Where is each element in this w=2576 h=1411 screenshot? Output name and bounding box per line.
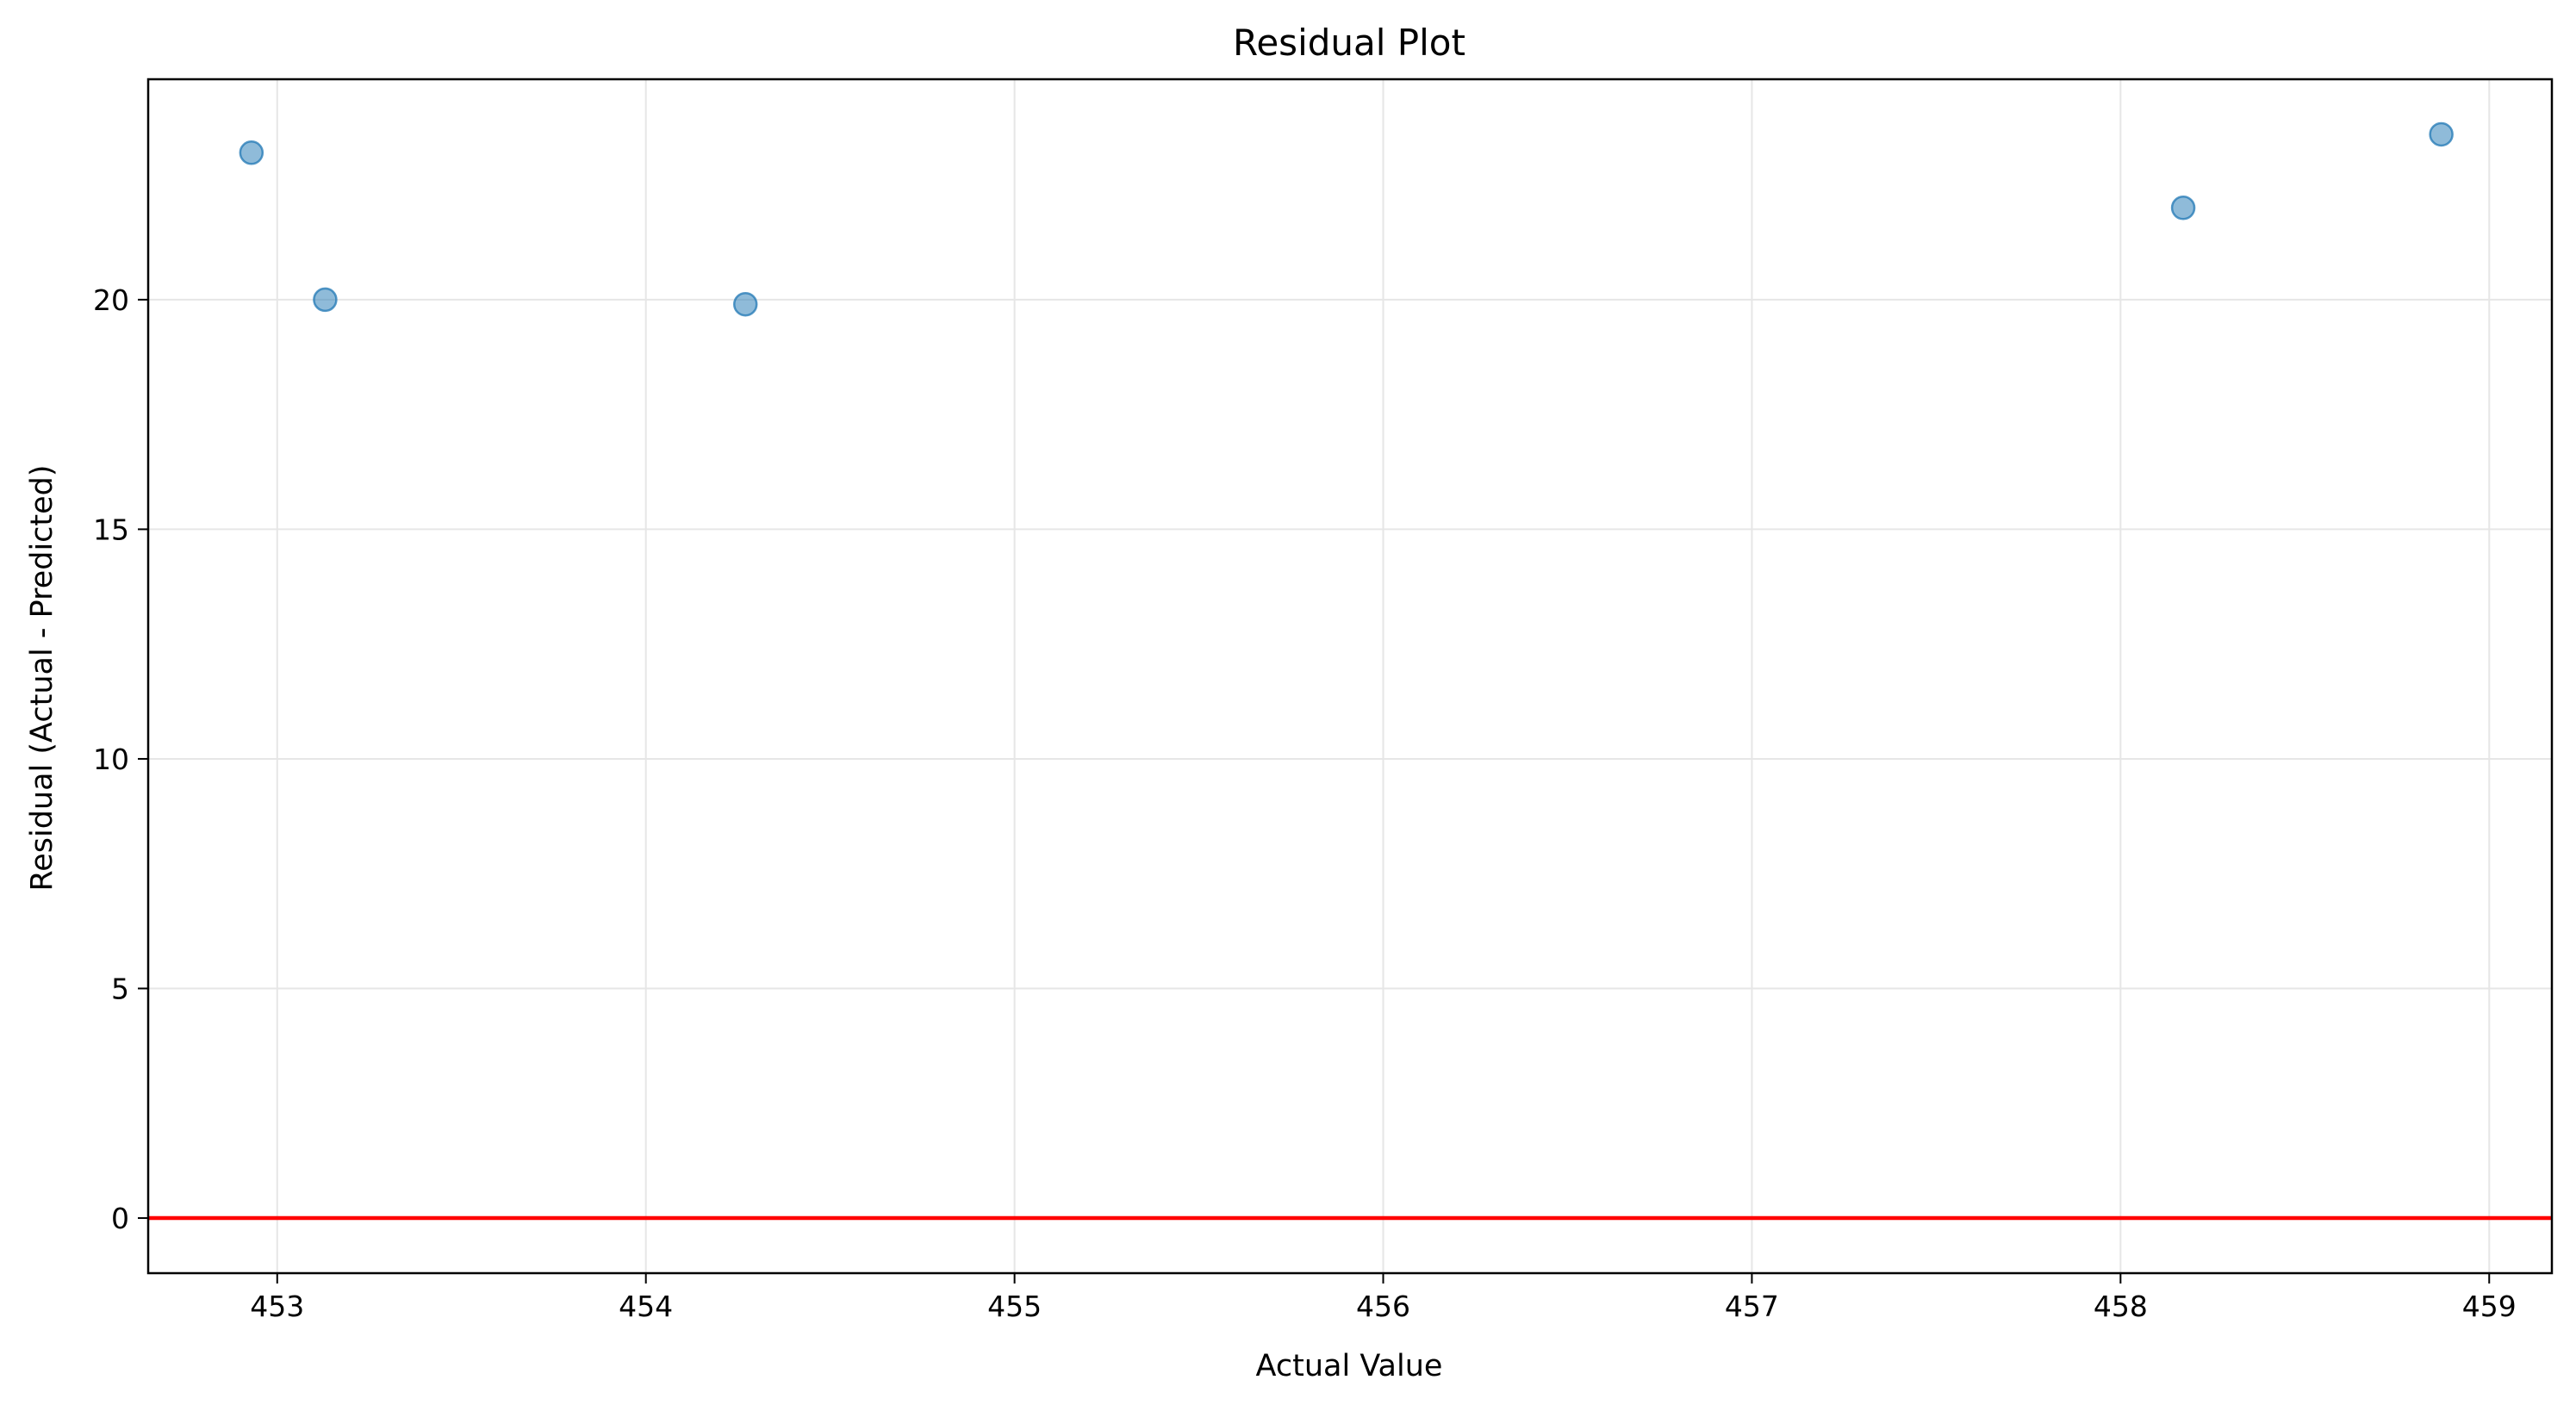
y-tick-label: 10: [93, 743, 129, 776]
plot-frame: [146, 78, 2554, 1275]
residual-point: [2429, 121, 2454, 147]
y-axis-label: Residual (Actual - Predicted): [25, 464, 59, 891]
residual-point: [239, 140, 264, 165]
x-axis-ticks: 453 454 455 456 457 458 459: [250, 1273, 2517, 1323]
x-tick-label: 456: [1356, 1290, 1410, 1323]
x-axis-label: Actual Value: [1256, 1349, 1443, 1383]
y-tick-label: 20: [93, 283, 129, 317]
chart-title: Residual Plot: [1233, 22, 1465, 64]
x-tick-label: 453: [250, 1290, 304, 1323]
x-tick-label: 454: [619, 1290, 673, 1323]
residual-point: [732, 291, 758, 317]
x-tick-label: 455: [987, 1290, 1042, 1323]
scatter-points: [239, 121, 2454, 317]
grid: [148, 79, 2552, 1273]
residual-point: [2170, 196, 2196, 221]
residual-point: [313, 287, 338, 313]
y-tick-label: 0: [111, 1202, 129, 1235]
y-axis-ticks: 0 5 10 15 20: [93, 283, 148, 1235]
y-tick-label: 5: [111, 972, 129, 1005]
x-tick-label: 458: [2094, 1290, 2148, 1323]
x-tick-label: 457: [1725, 1290, 1779, 1323]
x-tick-label: 459: [2462, 1290, 2517, 1323]
y-tick-label: 15: [93, 513, 129, 546]
